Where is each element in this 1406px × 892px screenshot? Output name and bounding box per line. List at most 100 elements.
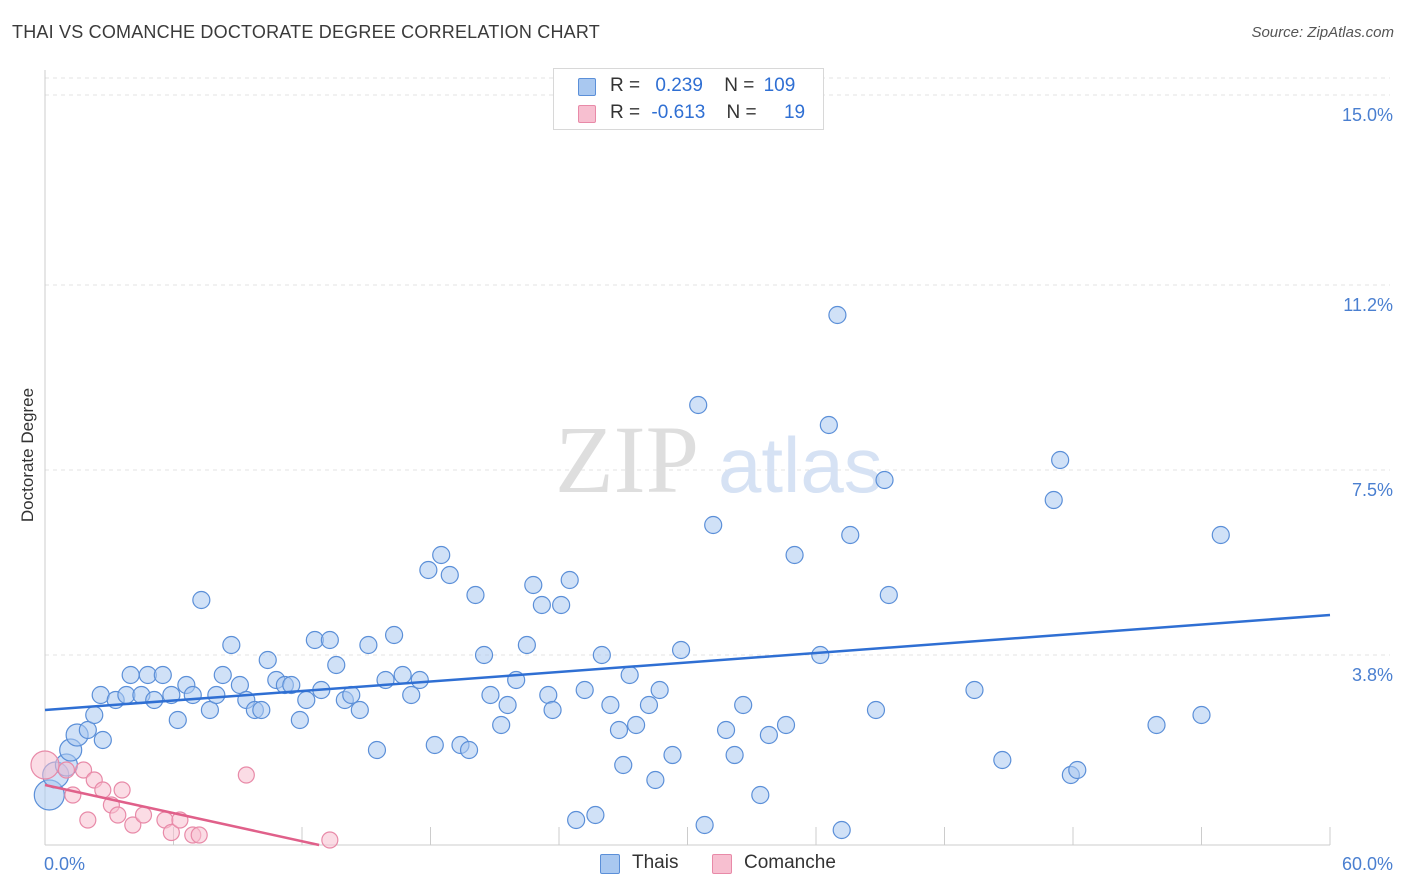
thais-point — [620, 665, 639, 685]
thais-points — [33, 305, 1230, 840]
thais-point — [320, 630, 339, 650]
thais-point — [1051, 450, 1070, 470]
thais-point — [993, 750, 1012, 770]
bottom-legend-label: Thais — [632, 852, 679, 873]
thais-point — [524, 575, 543, 595]
thais-point — [1147, 715, 1166, 735]
thais-point — [440, 565, 459, 585]
thais-point — [121, 665, 140, 685]
thais-point — [474, 645, 494, 665]
thais-point — [145, 690, 164, 710]
legend-r-label: R = — [610, 102, 641, 123]
thais-point — [841, 525, 860, 545]
y-tick-labels: 3.8% 7.5% 11.2% 15.0% — [1342, 105, 1393, 685]
comanche-swatch — [578, 105, 596, 123]
thais-point — [1192, 705, 1211, 725]
comanche-swatch — [712, 854, 732, 874]
thais-point — [1068, 760, 1087, 780]
comanche-point — [237, 766, 255, 784]
thais-point — [367, 740, 387, 760]
comanche-point — [74, 761, 93, 779]
comanche-point — [57, 761, 76, 779]
thais-point — [811, 645, 830, 665]
comanche-point — [190, 826, 208, 844]
thais-point — [725, 745, 744, 765]
thais-point — [609, 720, 629, 740]
thais-point — [410, 670, 429, 690]
legend-n-value: 19 — [783, 102, 806, 123]
comanche-point — [134, 806, 153, 824]
thais-point — [492, 715, 511, 735]
comanche-trend-line — [44, 783, 320, 847]
thais-point — [532, 595, 551, 615]
bottom-legend-label: Comanche — [744, 852, 836, 873]
thais-point — [751, 785, 770, 805]
thais-point — [875, 470, 894, 490]
thais-point — [819, 415, 838, 435]
thais-point — [965, 680, 984, 700]
thais-point — [230, 675, 249, 695]
comanche-point — [321, 831, 339, 849]
thais-point — [663, 745, 682, 765]
thais-point — [200, 700, 220, 720]
y-axis-title: Doctorate Degree — [18, 388, 37, 522]
thais-point — [384, 625, 404, 645]
thais-point — [282, 675, 301, 695]
thais-point — [560, 570, 579, 590]
source-label: Source: ZipAtlas.com — [1251, 24, 1394, 41]
thais-point — [258, 650, 277, 670]
thais-point — [393, 665, 412, 685]
thais-point — [704, 515, 723, 535]
thais-point — [866, 700, 886, 720]
legend-n-label: N = — [724, 75, 755, 96]
thais-point — [543, 700, 562, 720]
comanche-points — [30, 750, 339, 849]
watermark: ZIP atlas — [555, 406, 883, 513]
x-tick-label: 60.0% — [1342, 854, 1393, 874]
grid-lines — [45, 77, 1390, 656]
thais-point — [879, 585, 898, 605]
thais-point — [192, 590, 211, 610]
x-tick-label: 0.0% — [44, 854, 85, 874]
thais-point — [759, 725, 778, 745]
thais-point — [498, 695, 517, 715]
thais-point — [614, 755, 633, 775]
y-tick-label: 15.0% — [1342, 105, 1393, 125]
chart-title: THAI VS COMANCHE DOCTORATE DEGREE CORREL… — [12, 22, 600, 42]
thais-point — [1211, 525, 1230, 545]
thais-point — [671, 640, 691, 660]
thais-point — [785, 545, 804, 565]
thais-point — [481, 685, 500, 705]
legend-n-value: 109 — [763, 75, 796, 96]
y-tick-label: 7.5% — [1352, 480, 1393, 500]
thais-point — [689, 395, 708, 415]
thais-point — [626, 715, 646, 735]
thais-point — [575, 680, 594, 700]
trend-lines — [44, 613, 1331, 847]
thais-point — [586, 805, 605, 825]
thais-point — [419, 560, 438, 580]
thais-point — [168, 710, 187, 730]
thais-point — [359, 635, 378, 655]
thais-point — [734, 695, 753, 715]
thais-point — [639, 695, 659, 715]
thais-swatch — [578, 78, 596, 96]
thais-point — [695, 815, 714, 835]
thais-point — [213, 665, 232, 685]
watermark-atlas: atlas — [718, 421, 883, 509]
comanche-point — [162, 823, 180, 842]
watermark-zip: ZIP — [555, 406, 699, 513]
comanche-point — [109, 806, 127, 824]
thais-point — [432, 545, 451, 565]
thais-point — [153, 665, 172, 685]
thais-point — [207, 685, 226, 705]
thais-point — [222, 635, 241, 655]
thais-point — [183, 685, 202, 705]
legend-r-value: 0.239 — [655, 75, 703, 96]
thais-point — [646, 770, 665, 790]
comanche-point — [124, 816, 142, 834]
comanche-point — [113, 781, 131, 799]
legend-text-thais: R = 0.239 N = 109 — [610, 75, 795, 97]
thais-point — [78, 720, 97, 740]
